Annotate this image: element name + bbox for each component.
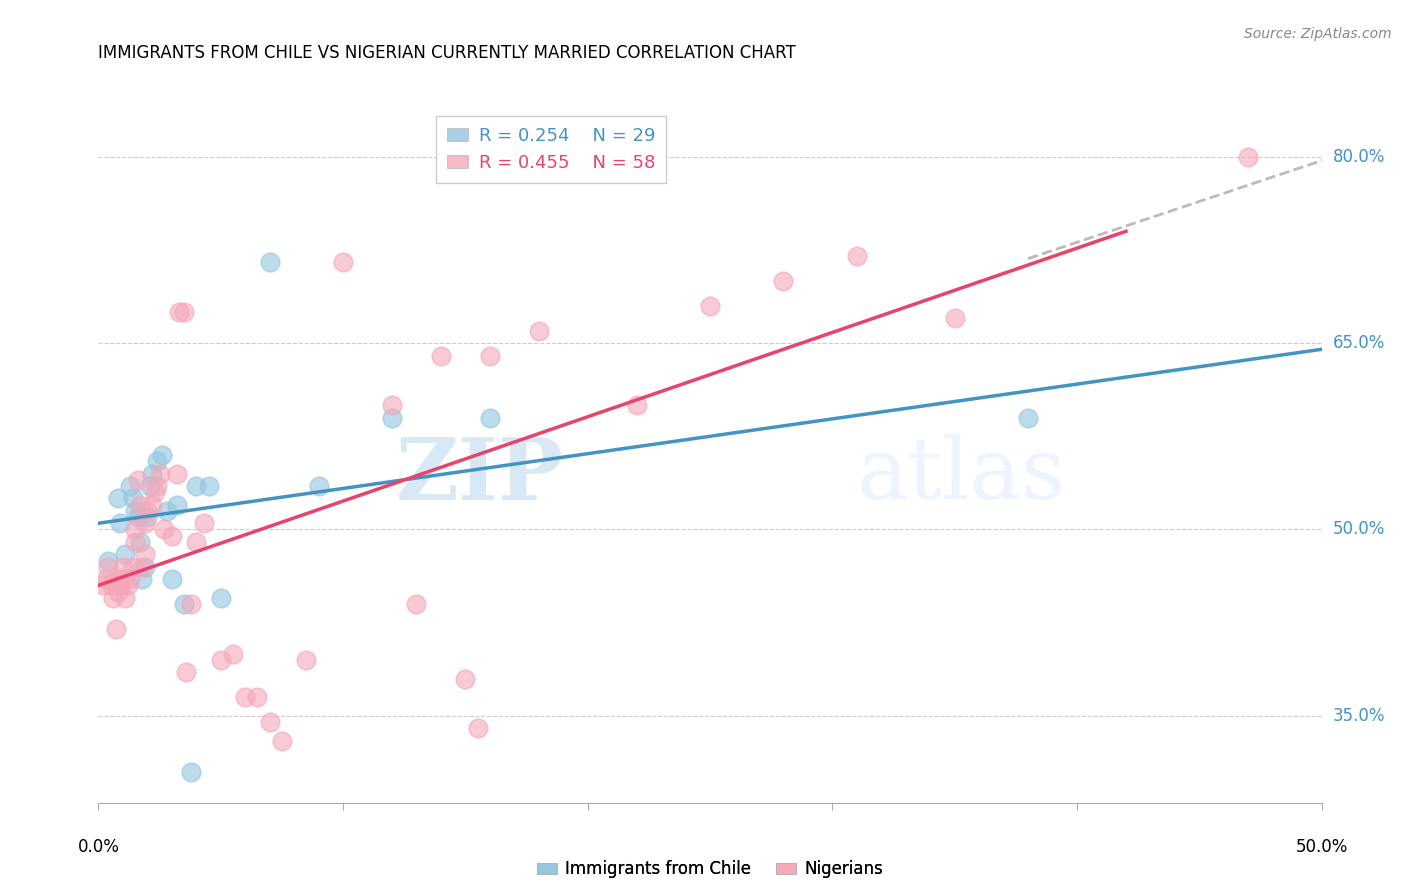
Point <box>209 653 232 667</box>
Text: IMMIGRANTS FROM CHILE VS NIGERIAN CURRENTLY MARRIED CORRELATION CHART: IMMIGRANTS FROM CHILE VS NIGERIAN CURREN… <box>98 45 796 62</box>
Point <box>107 491 129 506</box>
Legend: Immigrants from Chile, Nigerians: Immigrants from Chile, Nigerians <box>530 854 890 885</box>
Point <box>246 690 269 705</box>
Point <box>110 578 132 592</box>
Point <box>149 467 172 481</box>
Point <box>1017 410 1039 425</box>
Text: 0.0%: 0.0% <box>77 838 120 855</box>
Point <box>134 547 156 561</box>
Point <box>150 448 173 462</box>
Point <box>381 410 404 425</box>
Point <box>166 467 188 481</box>
Point <box>110 516 132 531</box>
Point <box>124 504 146 518</box>
Point <box>209 591 232 605</box>
Point <box>186 534 208 549</box>
Point <box>97 553 120 567</box>
Point <box>101 591 124 605</box>
Point <box>295 653 318 667</box>
Point <box>107 584 129 599</box>
Point <box>146 454 169 468</box>
Point <box>104 622 127 636</box>
Point <box>173 597 195 611</box>
Point <box>381 398 404 412</box>
Point <box>129 498 152 512</box>
Point <box>1237 150 1260 164</box>
Point <box>104 572 127 586</box>
Point <box>114 547 136 561</box>
Point <box>100 578 122 592</box>
Point <box>845 249 868 263</box>
Point <box>153 523 176 537</box>
Text: 80.0%: 80.0% <box>1333 148 1385 166</box>
Point <box>111 559 134 574</box>
Point <box>943 311 966 326</box>
Point <box>124 534 146 549</box>
Point <box>176 665 198 680</box>
Point <box>167 305 190 319</box>
Point <box>186 479 208 493</box>
Point <box>180 764 202 779</box>
Point <box>233 690 256 705</box>
Point <box>127 473 149 487</box>
Point <box>124 523 146 537</box>
Point <box>120 572 142 586</box>
Point <box>91 578 114 592</box>
Point <box>111 572 134 586</box>
Point <box>259 255 281 269</box>
Point <box>772 274 794 288</box>
Point <box>121 559 143 574</box>
Point <box>270 733 294 747</box>
Point <box>143 485 166 500</box>
Text: 50.0%: 50.0% <box>1333 520 1385 539</box>
Point <box>166 498 188 512</box>
Point <box>114 591 136 605</box>
Point <box>193 516 215 531</box>
Point <box>222 647 245 661</box>
Point <box>156 504 179 518</box>
Point <box>478 410 501 425</box>
Point <box>141 498 163 512</box>
Point <box>478 349 501 363</box>
Point <box>97 559 120 574</box>
Point <box>467 721 489 735</box>
Point <box>121 491 143 506</box>
Point <box>131 559 153 574</box>
Text: 50.0%: 50.0% <box>1295 838 1348 855</box>
Point <box>626 398 648 412</box>
Point <box>160 572 183 586</box>
Point <box>141 467 163 481</box>
Point <box>259 714 281 729</box>
Point <box>430 349 453 363</box>
Point <box>110 578 132 592</box>
Point <box>139 479 162 493</box>
Point <box>134 559 156 574</box>
Point <box>127 510 149 524</box>
Point <box>197 479 219 493</box>
Point <box>136 510 159 524</box>
Point <box>131 572 153 586</box>
Point <box>699 299 721 313</box>
Text: 65.0%: 65.0% <box>1333 334 1385 352</box>
Point <box>173 305 195 319</box>
Point <box>146 479 169 493</box>
Point <box>180 597 202 611</box>
Point <box>454 672 477 686</box>
Point <box>129 534 152 549</box>
Point <box>308 479 330 493</box>
Point <box>527 324 550 338</box>
Text: ZIP: ZIP <box>395 434 564 517</box>
Point <box>160 529 183 543</box>
Point <box>405 597 427 611</box>
Point <box>134 516 156 531</box>
Point <box>94 572 117 586</box>
Point <box>117 578 139 592</box>
Point <box>332 255 354 269</box>
Text: atlas: atlas <box>856 434 1066 517</box>
Point <box>136 504 159 518</box>
Text: Source: ZipAtlas.com: Source: ZipAtlas.com <box>1244 27 1392 41</box>
Text: 35.0%: 35.0% <box>1333 706 1385 725</box>
Point <box>120 479 142 493</box>
